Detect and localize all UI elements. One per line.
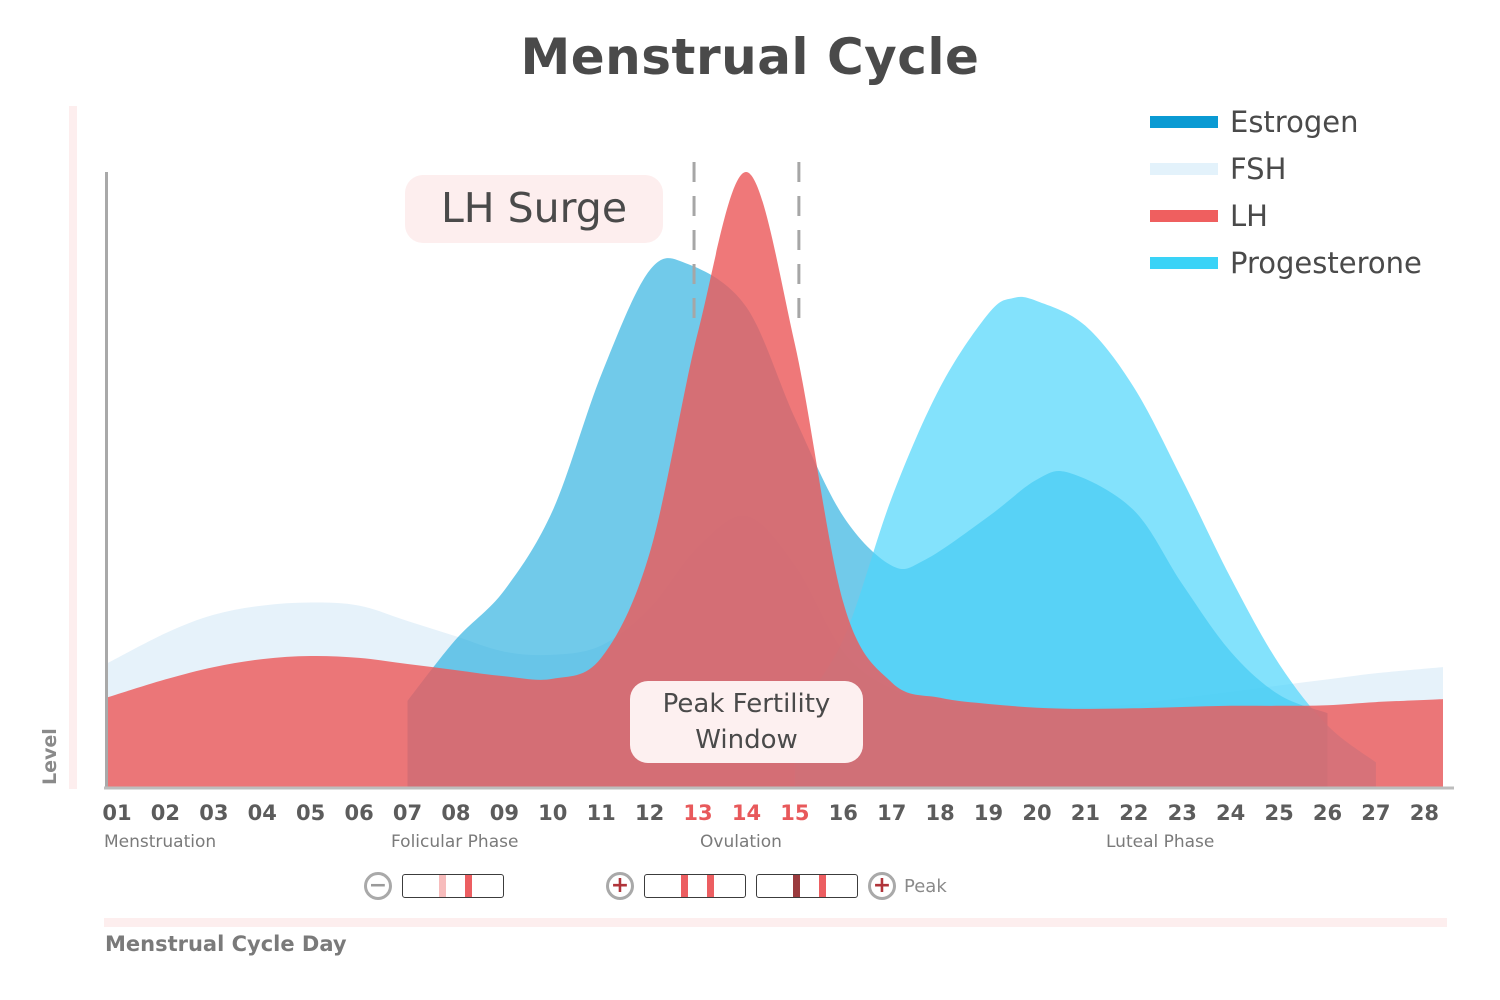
phase-label-menstruation: Menstruation — [104, 832, 217, 852]
x-tick-label: 11 — [586, 801, 616, 825]
legend-label: Progesterone — [1230, 245, 1422, 280]
x-tick-label: 13 — [683, 801, 713, 825]
x-axis-accent-bar — [104, 918, 1447, 927]
positive-test-strip — [644, 874, 746, 898]
x-tick-label: 15 — [780, 801, 810, 825]
legend-swatch-progesterone — [1150, 256, 1218, 269]
x-tick-label: 23 — [1167, 801, 1197, 825]
chart-title: Menstrual Cycle — [520, 28, 980, 86]
legend-swatch-lh — [1150, 209, 1218, 222]
negative-test-strip — [402, 874, 504, 898]
x-tick-label: 24 — [1216, 801, 1246, 825]
x-axis-label: Menstrual Cycle Day — [105, 932, 347, 956]
phase-label-ovulation: Ovulation — [700, 832, 782, 852]
x-tick-label: 04 — [247, 801, 277, 825]
x-tick-label: 07 — [392, 801, 423, 825]
plus-circle-icon: + — [606, 872, 634, 900]
x-tick-label: 12 — [634, 801, 665, 825]
x-tick-label: 21 — [1070, 801, 1100, 825]
y-axis-label: Level — [39, 728, 61, 785]
x-tick-label: 14 — [731, 801, 762, 825]
fertility-window-dashes — [692, 162, 801, 326]
phase-label-follicular: Folicular Phase — [391, 832, 519, 852]
x-tick-label: 28 — [1409, 801, 1439, 825]
legend-item-estrogen: Estrogen — [1150, 98, 1422, 145]
control-line — [465, 875, 472, 897]
positive-test: + + Peak — [606, 872, 947, 900]
legend-swatch-estrogen — [1150, 115, 1218, 128]
x-tick-label: 25 — [1264, 801, 1294, 825]
test-line — [793, 875, 800, 897]
negative-test: − — [364, 872, 514, 900]
peak-window-line1: Peak Fertility — [662, 689, 831, 719]
legend-item-progesterone: Progesterone — [1150, 239, 1422, 286]
x-tick-label: 26 — [1312, 801, 1343, 825]
lh-surge-callout: LH Surge — [405, 175, 663, 243]
series-areas — [106, 171, 1443, 788]
x-tick-label: 03 — [199, 801, 229, 825]
x-tick-label: 06 — [344, 801, 374, 825]
x-tick-label: 01 — [102, 801, 132, 825]
legend-swatch-fsh — [1150, 162, 1218, 175]
legend-item-fsh: FSH — [1150, 145, 1422, 192]
legend-label: FSH — [1230, 151, 1287, 186]
legend-label: LH — [1230, 198, 1268, 233]
test-line — [681, 875, 688, 897]
peak-window-line2: Window — [695, 725, 798, 755]
x-tick-label: 27 — [1361, 801, 1391, 825]
test-line — [439, 875, 446, 897]
x-tick-label: 10 — [538, 801, 568, 825]
x-tick-label: 08 — [441, 801, 471, 825]
x-tick-label: 20 — [1022, 801, 1052, 825]
x-tick-label: 09 — [489, 801, 519, 825]
x-tick-label: 18 — [925, 801, 955, 825]
minus-circle-icon: − — [364, 872, 392, 900]
x-tick-label: 17 — [877, 801, 907, 825]
legend-label: Estrogen — [1230, 104, 1359, 139]
control-line — [819, 875, 826, 897]
y-axis-accent-bar — [69, 106, 77, 789]
legend-item-lh: LH — [1150, 192, 1422, 239]
legend: Estrogen FSH LH Progesterone — [1150, 98, 1422, 286]
x-tick-label: 16 — [828, 801, 858, 825]
control-line — [707, 875, 714, 897]
area-lh — [106, 171, 1443, 788]
x-tick-label: 19 — [973, 801, 1004, 825]
area-progesterone — [794, 296, 1376, 787]
plus-circle-icon: + — [868, 872, 896, 900]
x-tick-label: 22 — [1119, 801, 1149, 825]
phase-label-luteal: Luteal Phase — [1106, 832, 1215, 852]
x-tick-label: 05 — [296, 801, 326, 825]
peak-test-strip — [756, 874, 858, 898]
peak-fertility-window-callout: Peak Fertility Window — [630, 681, 863, 763]
x-tick-label: 02 — [150, 801, 181, 825]
peak-label: Peak — [904, 875, 947, 897]
